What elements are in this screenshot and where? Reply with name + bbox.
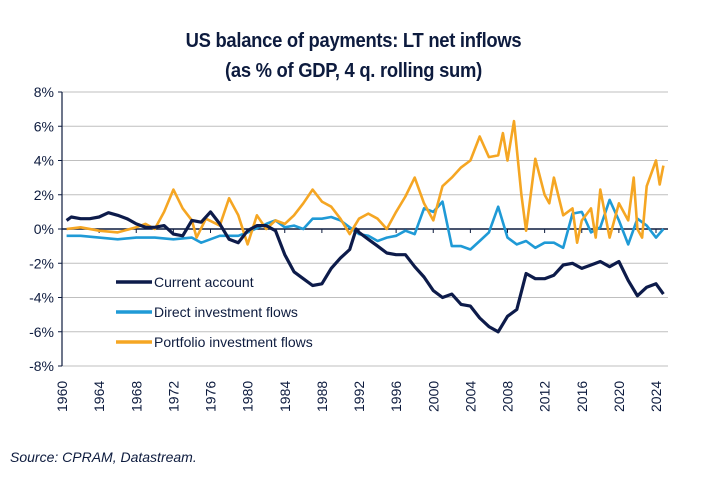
x-tick-label: 2016: [574, 381, 590, 412]
x-tick-label: 2008: [500, 381, 516, 412]
y-tick-label: -8%: [29, 358, 54, 374]
y-tick-label: 8%: [34, 84, 54, 100]
y-tick-label: -2%: [29, 255, 54, 271]
x-tick-label: 1980: [240, 381, 256, 412]
x-tick-label: 1972: [165, 381, 181, 412]
series-line-direct-investment-flows: [66, 198, 665, 251]
chart-subtitle: (as % of GDP, 4 q. rolling sum): [225, 60, 482, 82]
x-tick-label: 1996: [388, 381, 404, 412]
x-tick-label: 1992: [351, 381, 367, 412]
source-note: Source: CPRAM, Datastream.: [10, 449, 197, 465]
y-tick-label: -6%: [29, 324, 54, 340]
x-tick-label: 1984: [277, 381, 293, 412]
chart-title: US balance of payments: LT net inflows: [185, 30, 522, 52]
y-tick-label: 0%: [34, 221, 54, 237]
x-tick-label: 1976: [203, 381, 219, 412]
x-tick-label: 1988: [314, 381, 330, 412]
x-tick-label: 1968: [128, 381, 144, 412]
x-tick-label: 2020: [611, 381, 627, 412]
y-tick-label: -4%: [29, 290, 54, 306]
y-tick-label: 2%: [34, 187, 54, 203]
x-tick-label: 1964: [91, 381, 107, 412]
x-tick-label: 2024: [648, 381, 664, 412]
legend-label: Portfolio investment flows: [154, 334, 313, 350]
series-line-current-account: [65, 210, 665, 334]
x-tick-label: 1960: [54, 381, 70, 412]
y-tick-label: 6%: [34, 118, 54, 134]
x-tick-label: 2000: [425, 381, 441, 412]
series-line-portfolio-investment-flows: [66, 119, 665, 246]
legend-label: Current account: [154, 274, 254, 290]
y-tick-label: 4%: [34, 153, 54, 169]
legend-label: Direct investment flows: [154, 304, 298, 320]
x-tick-label: 2012: [537, 381, 553, 412]
x-tick-label: 2004: [462, 381, 478, 412]
